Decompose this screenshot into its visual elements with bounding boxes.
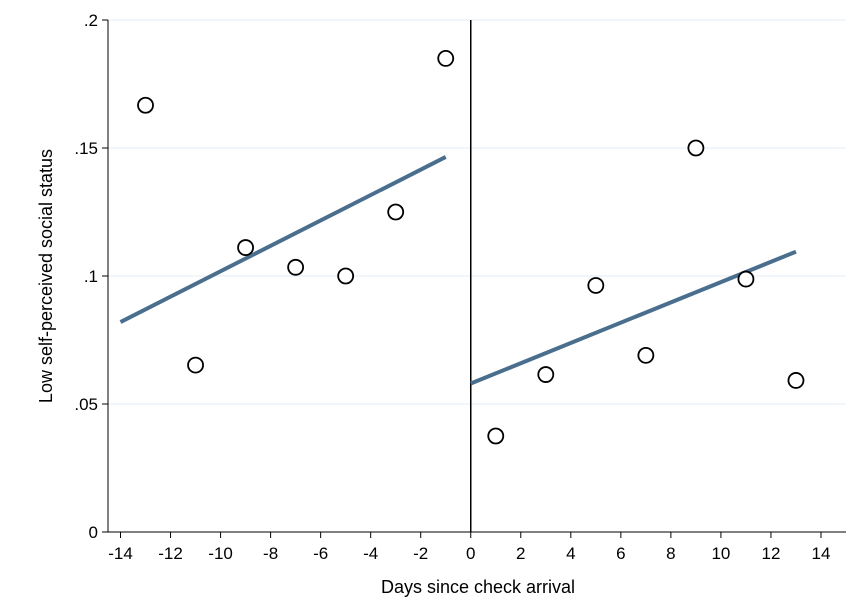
- data-point: [187, 356, 204, 374]
- data-point: [787, 372, 805, 389]
- data-point: [737, 270, 755, 288]
- data-point: [637, 346, 655, 364]
- x-tick-label: -10: [208, 544, 233, 563]
- x-tick-label: 0: [466, 544, 475, 563]
- x-tick-label: 8: [666, 544, 675, 563]
- axes: [102, 19, 846, 538]
- data-point: [137, 96, 154, 114]
- data-points: [137, 50, 805, 445]
- x-tick-label: -14: [108, 544, 133, 563]
- x-tick-label: -2: [413, 544, 428, 563]
- data-point: [387, 203, 405, 221]
- x-tick-label: 10: [711, 544, 730, 563]
- data-point: [537, 366, 555, 383]
- data-point: [687, 139, 705, 157]
- x-tick-label: -6: [313, 544, 328, 563]
- data-point: [287, 258, 305, 276]
- x-tick-label: -8: [263, 544, 278, 563]
- y-tick-label: .1: [84, 267, 98, 286]
- grid-lines: [108, 19, 846, 405]
- y-tick-label: .2: [84, 11, 98, 30]
- x-tick-label: 12: [761, 544, 780, 563]
- x-axis-title: Days since check arrival: [381, 577, 575, 597]
- y-tick-label: .05: [74, 395, 98, 414]
- tick-labels: 0 .05 .1 .15 .2 -14 -12 -10 -8 -6 -4 -2 0 2 4 6 8 10 12 14: [74, 11, 830, 563]
- x-tick-label: 4: [566, 544, 575, 563]
- data-point: [237, 239, 254, 256]
- x-tick-label: 6: [616, 544, 625, 563]
- y-tick-label: 0: [89, 523, 98, 542]
- x-tick-label: -12: [158, 544, 183, 563]
- x-tick-label: 2: [516, 544, 525, 563]
- y-tick-label: .15: [74, 139, 98, 158]
- fit-line-pre: [119, 155, 447, 324]
- fit-lines: [119, 155, 797, 386]
- data-point: [337, 267, 355, 285]
- y-axis-title: Low self-perceived social status: [36, 149, 56, 403]
- x-tick-label: -4: [363, 544, 378, 563]
- x-tick-label: 14: [812, 544, 831, 563]
- data-point: [587, 277, 605, 294]
- data-point: [487, 427, 505, 445]
- data-point: [437, 50, 455, 67]
